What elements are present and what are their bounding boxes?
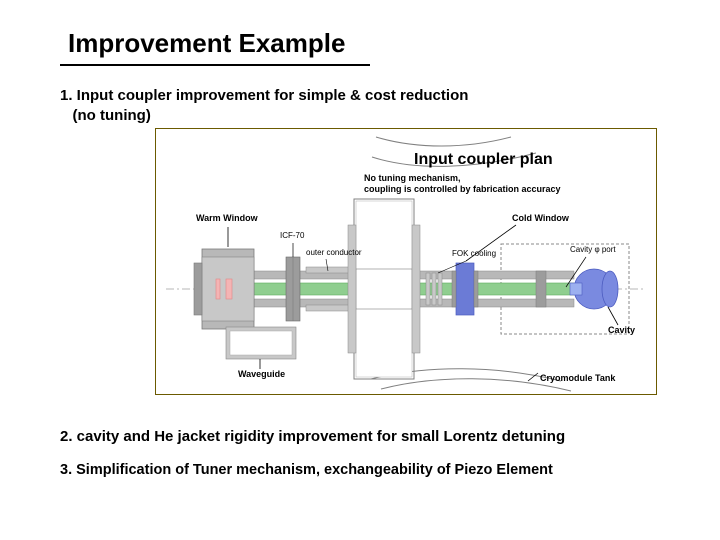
- label-fok-cooling: FOK cooling: [452, 249, 496, 258]
- label-cold-window: Cold Window: [512, 213, 569, 223]
- diagram-subtitle: No tuning mechanism, coupling is control…: [364, 173, 561, 196]
- list-item-2: 2. cavity and He jacket rigidity improve…: [60, 428, 565, 445]
- label-icf70: ICF-70: [280, 231, 304, 240]
- label-waveguide: Waveguide: [238, 369, 285, 379]
- list-item-3: 3. Simplification of Tuner mechanism, ex…: [60, 462, 553, 478]
- diagram-title: Input coupler plan: [414, 151, 553, 169]
- label-outer-conductor: outer conductor: [306, 248, 362, 257]
- list-item-1: 1. Input coupler improvement for simple …: [60, 86, 468, 127]
- page-title: Improvement Example: [68, 28, 345, 59]
- label-cavity-phi-port: Cavity φ port: [570, 245, 616, 254]
- input-coupler-diagram: Input coupler plan No tuning mechanism, …: [155, 128, 657, 395]
- label-cavity: Cavity: [608, 325, 635, 335]
- coupler-svg: [156, 129, 656, 394]
- list-item-1-line1: 1. Input coupler improvement for simple …: [60, 87, 468, 104]
- title-underline: [60, 64, 370, 66]
- diagram-sub-line1: No tuning mechanism,: [364, 173, 461, 183]
- label-warm-window: Warm Window: [196, 213, 258, 223]
- diagram-sub-line2: coupling is controlled by fabrication ac…: [364, 184, 561, 194]
- list-item-1-line2: (no tuning): [73, 107, 151, 124]
- slide-root: Improvement Example 1. Input coupler imp…: [0, 0, 720, 540]
- label-cryomodule-tank: Cryomodule Tank: [540, 373, 615, 383]
